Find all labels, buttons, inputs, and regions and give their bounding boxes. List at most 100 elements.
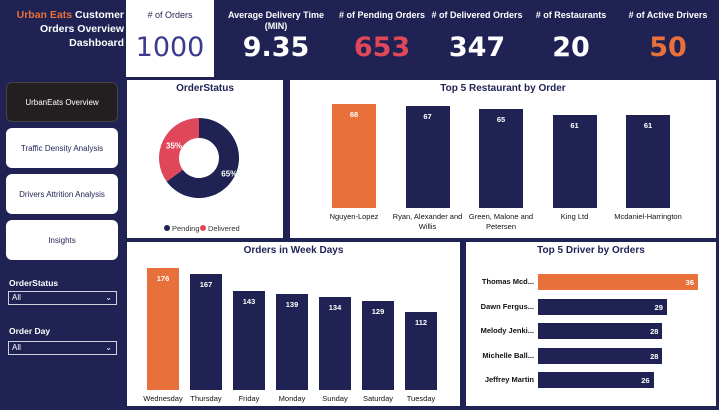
bar-value-label: 29: [654, 302, 663, 312]
category-label: Sunday: [322, 394, 348, 403]
bar[interactable]: [538, 323, 663, 339]
slice-delivered[interactable]: [159, 118, 199, 182]
category-label: Friday: [238, 394, 260, 403]
kpi-delivered-card: # of Delivered Orders 347: [430, 0, 524, 76]
chart-title: Orders in Week Days: [243, 245, 344, 256]
kpi-value: 9.35: [242, 32, 310, 63]
category-label: Ryan, Alexander and Willis: [392, 212, 463, 231]
kpi-label: # of Pending Orders: [338, 10, 425, 20]
bar-value-label: 139: [285, 299, 299, 309]
slice-label: 65%: [221, 169, 237, 178]
kpi-drivers-card: # of Active Drivers 50: [618, 0, 718, 76]
nav-traffic-density-button[interactable]: Traffic Density Analysis: [6, 128, 118, 168]
category-label: Thomas Mcd...: [481, 277, 534, 286]
top-drivers-chart-card: Top 5 Driver by Orders Thomas Mcd... 36 Da…: [466, 242, 716, 406]
category-label: Tuesday: [406, 394, 436, 403]
kpi-restaurants-card: # of Restaurants 20: [526, 0, 616, 76]
legend-dot: [164, 225, 170, 231]
top-restaurants-chart-card: Top 5 Restaurant by Order 68 Nguyen-Lopez…: [290, 80, 716, 238]
nav-label: Traffic Density Analysis: [20, 143, 104, 153]
bar-value-label: 134: [328, 303, 342, 313]
legend-label: Pending: [172, 224, 200, 233]
dashboard-title: Urban Eats Customer Orders Overview Dash…: [8, 8, 124, 50]
bar-value-label: 167: [199, 280, 213, 290]
bar-value-label: 112: [414, 318, 428, 328]
bar[interactable]: [147, 268, 179, 390]
category-label: Thursday: [190, 394, 222, 403]
category-label: Jeffrey Martin: [484, 375, 534, 384]
bar-value-label: 143: [242, 296, 256, 306]
bar[interactable]: [190, 274, 222, 390]
bar[interactable]: [479, 108, 523, 208]
category-label: Nguyen-Lopez: [329, 212, 379, 221]
bar[interactable]: [626, 114, 670, 208]
chart-title: OrderStatus: [176, 83, 234, 94]
bar[interactable]: [538, 372, 654, 388]
title-text: Customer Orders Overview Dashboard: [39, 9, 124, 49]
driver-bar-chart: Thomas Mcd... 36 Dawn Fergus... 29 Melody Je…: [466, 242, 716, 406]
chevron-down-icon: ⌄: [105, 343, 112, 352]
bar[interactable]: [405, 105, 450, 208]
bar[interactable]: [362, 300, 394, 390]
bar[interactable]: [538, 347, 663, 364]
bar[interactable]: [552, 114, 597, 208]
kpi-value: 347: [448, 32, 506, 63]
kpi-label: # of Restaurants: [535, 10, 607, 20]
restaurant-bar-chart: 68 Nguyen-Lopez 67 Ryan, Alexander and Will…: [290, 80, 716, 238]
kpi-label: Average Delivery Time (MIN): [227, 10, 325, 31]
filter-orderstatus-dropdown[interactable]: All ⌄: [8, 291, 117, 305]
bar-value-label: 61: [570, 120, 579, 130]
kpi-value: 50: [649, 32, 687, 63]
bar-value-label: 65: [496, 114, 506, 124]
kpi-value: 653: [353, 32, 411, 63]
bar-value-label: 61: [643, 120, 653, 130]
bar-value-label: 28: [650, 327, 659, 336]
category-label: Monday: [278, 394, 306, 403]
category-label: Michelle Ball...: [482, 350, 534, 360]
bar[interactable]: [276, 293, 308, 390]
bar[interactable]: [538, 298, 667, 315]
chevron-down-icon: ⌄: [105, 293, 112, 302]
kpi-label: # of Delivered Orders: [431, 10, 523, 20]
dropdown-value: All: [12, 293, 21, 302]
category-label: Wednesday: [143, 394, 183, 403]
bar-value-label: 36: [685, 278, 694, 287]
bar-value-label: 28: [650, 351, 659, 361]
kpi-label: # of Active Drivers: [628, 10, 708, 20]
category-label: Melody Jenki...: [480, 326, 534, 335]
kpi-label: # of Orders: [147, 10, 193, 20]
bar[interactable]: [538, 274, 698, 290]
category-label: Green, Malone and Petersen: [468, 212, 534, 231]
bar[interactable]: [405, 312, 437, 390]
filter-orderday-dropdown[interactable]: All ⌄: [8, 341, 117, 355]
nav-drivers-attrition-button[interactable]: Drivers Attrition Analysis: [6, 174, 118, 214]
bar-value-label: 176: [156, 274, 170, 283]
nav-label: Insights: [48, 235, 76, 245]
kpi-value: 20: [552, 32, 590, 63]
bar[interactable]: [233, 290, 265, 390]
brand-name: Urban Eats: [16, 9, 73, 21]
weekday-orders-chart-card: Orders in Week Days 176 Wednesday 167 Thurs…: [127, 242, 460, 406]
legend-dot: [200, 225, 206, 231]
legend-label: Delivered: [208, 224, 240, 233]
chart-title: Top 5 Driver by Orders: [537, 245, 645, 256]
bar-value-label: 26: [641, 376, 650, 385]
slice-label: 35%: [166, 141, 182, 150]
bar[interactable]: [332, 104, 376, 208]
kpi-orders-card: # of Orders 1000: [126, 0, 214, 77]
orderstatus-chart-card: OrderStatus 65% 35% Pending Delivered: [127, 80, 283, 238]
bar-value-label: 67: [423, 111, 432, 121]
nav-label: Drivers Attrition Analysis: [19, 189, 105, 199]
kpi-pending-card: # of Pending Orders 653: [330, 0, 434, 76]
filter-orderstatus-label: OrderStatus: [9, 278, 59, 288]
filter-orderday-label: Order Day: [9, 326, 51, 336]
nav-insights-button[interactable]: Insights: [6, 220, 118, 260]
category-label: King Ltd: [560, 212, 589, 221]
category-label: Saturday: [362, 394, 394, 403]
kpi-value: 1000: [135, 32, 205, 63]
nav-overview-button[interactable]: UrbanEats Overview: [6, 82, 118, 122]
bar[interactable]: [319, 297, 351, 390]
category-label: Dawn Fergus...: [480, 301, 534, 311]
category-label: Mcdaniel-Harrington: [614, 212, 682, 221]
slice-pending[interactable]: [166, 118, 240, 198]
